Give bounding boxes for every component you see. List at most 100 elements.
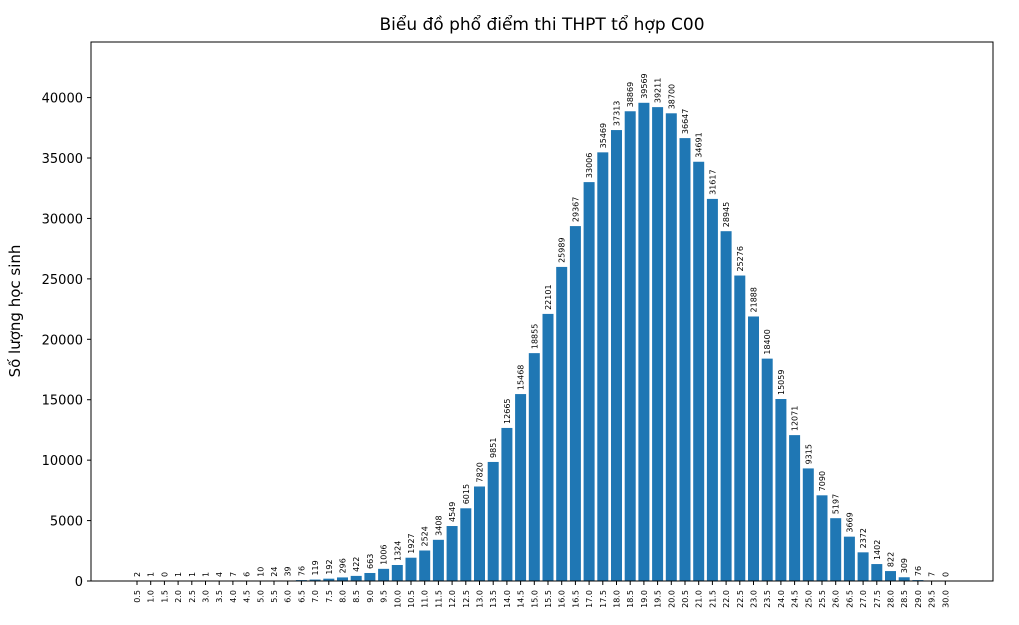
bar	[720, 231, 732, 581]
bar	[857, 552, 869, 581]
x-tick-label: 26.5	[845, 590, 854, 608]
x-tick-label: 8.0	[339, 590, 348, 603]
bar-value-label: 7	[928, 572, 937, 577]
bar-value-label: 6015	[462, 484, 471, 504]
bar-value-label: 309	[900, 558, 909, 573]
x-tick-label: 21.0	[695, 590, 704, 608]
bar	[337, 577, 348, 581]
bar-value-label: 31617	[708, 169, 717, 194]
x-tick-label: 29.0	[914, 590, 923, 608]
bar-value-label: 36647	[681, 109, 690, 134]
bar-value-label: 119	[311, 560, 320, 575]
bar-value-label: 12665	[503, 398, 512, 423]
x-tick-label: 17.0	[585, 590, 594, 608]
bar-value-label: 1324	[393, 541, 402, 561]
x-tick-label: 19.0	[640, 590, 649, 608]
bar	[775, 399, 787, 581]
x-tick-label: 4.5	[243, 590, 252, 603]
bar-value-label: 2524	[421, 526, 430, 546]
bar-value-label: 422	[352, 557, 361, 572]
x-tick-label: 22.0	[722, 590, 731, 608]
x-tick-label: 9.5	[380, 590, 389, 603]
bar	[665, 113, 677, 582]
x-tick-label: 12.0	[448, 590, 457, 608]
bar-value-label: 35469	[599, 123, 608, 148]
bar-value-label: 3669	[845, 512, 854, 532]
plot-frame	[90, 41, 994, 582]
x-tick-label: 23.5	[763, 590, 772, 608]
bar-value-label: 76	[297, 566, 306, 576]
bar	[419, 550, 431, 581]
x-tick-label: 19.5	[654, 590, 663, 608]
bar-value-label: 5197	[832, 494, 841, 514]
x-tick-label: 24.5	[791, 590, 800, 608]
bar-value-label: 9851	[489, 438, 498, 458]
x-tick-label: 28.5	[900, 590, 909, 608]
x-tick-label: 6.0	[284, 590, 293, 603]
x-tick-label: 3.0	[202, 590, 211, 603]
bar	[446, 526, 458, 581]
bar	[816, 495, 828, 581]
bar-value-label: 12071	[791, 406, 800, 431]
bar-value-label: 1	[147, 572, 156, 577]
x-tick-label: 6.5	[297, 590, 306, 603]
x-tick-label: 14.0	[503, 590, 512, 608]
bar-value-label: 1006	[380, 544, 389, 564]
bar	[706, 198, 718, 582]
bar-value-label: 9315	[804, 444, 813, 464]
x-tick-label: 2.5	[188, 590, 197, 603]
bar	[378, 568, 390, 581]
bar-value-label: 7090	[818, 471, 827, 491]
bar	[391, 564, 403, 581]
bar-value-label: 15468	[517, 365, 526, 390]
chart-title: Biểu đồ phổ điểm thi THPT tổ hợp C00	[379, 14, 704, 35]
bar	[638, 102, 650, 581]
x-tick-label: 13.0	[476, 590, 485, 608]
bar-value-label: 25989	[558, 237, 567, 262]
y-tick-label: 40000	[42, 92, 83, 107]
x-tick-label: 1.0	[147, 590, 156, 603]
bar	[693, 161, 705, 581]
y-tick-label: 35000	[42, 152, 83, 167]
x-tick-label: 9.0	[366, 590, 375, 603]
bar	[652, 107, 664, 582]
x-tick-label: 30.0	[941, 590, 950, 608]
x-tick-label: 10.0	[393, 590, 402, 608]
bar-value-label: 296	[339, 558, 348, 573]
bar-value-label: 39211	[654, 78, 663, 103]
bar-value-label: 39	[284, 566, 293, 576]
bar-value-label: 7	[229, 572, 238, 577]
bar-value-label: 15059	[777, 370, 786, 395]
x-tick-label: 7.0	[311, 590, 320, 603]
bar	[871, 564, 883, 581]
x-tick-label: 15.0	[530, 590, 539, 608]
bar	[597, 152, 609, 581]
x-tick-label: 2.0	[174, 590, 183, 603]
x-tick-label: 4.0	[229, 590, 238, 603]
x-tick-label: 14.5	[517, 590, 526, 608]
bar	[501, 427, 513, 581]
x-tick-label: 25.0	[804, 590, 813, 608]
bar-value-label: 18400	[763, 329, 772, 354]
bar	[802, 468, 814, 581]
x-tick-label: 21.5	[708, 590, 717, 608]
x-tick-label: 10.5	[407, 590, 416, 608]
y-tick-label: 30000	[42, 212, 83, 227]
x-tick-label: 5.5	[270, 590, 279, 603]
y-tick-label: 10000	[42, 454, 83, 469]
bar-value-label: 37313	[613, 101, 622, 126]
y-tick-label: 25000	[42, 273, 83, 288]
bar	[460, 508, 472, 581]
bar-value-label: 0	[941, 572, 950, 577]
y-tick-label: 5000	[50, 515, 83, 530]
x-tick-label: 26.0	[832, 590, 841, 608]
bar-value-label: 1	[188, 572, 197, 577]
y-tick-label: 20000	[42, 333, 83, 348]
bar-value-label: 38869	[626, 82, 635, 107]
x-tick-label: 28.0	[887, 590, 896, 608]
bar-value-label: 1927	[407, 533, 416, 553]
bar	[789, 435, 801, 581]
bar	[364, 572, 376, 581]
x-tick-label: 27.5	[873, 590, 882, 608]
